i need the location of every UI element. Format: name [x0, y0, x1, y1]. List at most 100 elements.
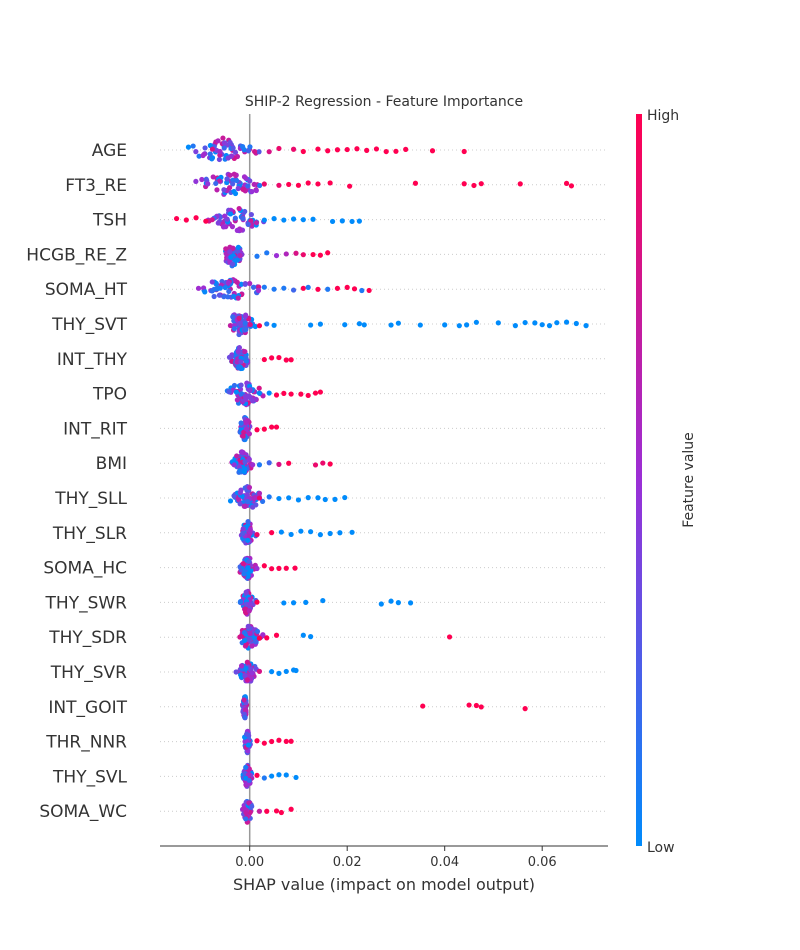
data-point [242, 469, 247, 474]
colorbar-low-label: Low [647, 840, 675, 856]
data-point [222, 141, 227, 146]
data-point [257, 391, 262, 396]
data-point [325, 250, 330, 255]
data-point [276, 462, 281, 467]
data-point [247, 178, 252, 183]
data-point [224, 176, 229, 181]
data-point [234, 178, 239, 183]
data-point [222, 214, 227, 219]
data-point [293, 775, 298, 780]
data-point [237, 345, 242, 350]
data-point [209, 156, 214, 161]
data-point [464, 322, 469, 327]
data-point [262, 217, 267, 222]
data-point [279, 529, 284, 534]
data-point [264, 635, 269, 640]
feature-label: SOMA_HC [43, 559, 127, 579]
data-point [342, 495, 347, 500]
data-point [235, 228, 240, 233]
x-axis-label: SHAP value (impact on model output) [233, 875, 535, 894]
data-point [193, 149, 198, 154]
data-point [254, 566, 259, 571]
data-point [281, 600, 286, 605]
data-point [249, 643, 254, 648]
data-point [199, 177, 204, 182]
data-point [193, 179, 198, 184]
data-point [230, 314, 235, 319]
data-point [228, 498, 233, 503]
data-point [583, 323, 588, 328]
data-point [210, 288, 215, 293]
data-point [223, 285, 228, 290]
data-point [249, 212, 254, 217]
data-points [174, 135, 589, 824]
data-point [291, 216, 296, 221]
feature-label: THR_NNR [45, 733, 127, 753]
data-point [418, 322, 423, 327]
data-point [298, 392, 303, 397]
data-point [227, 185, 232, 190]
data-point [186, 145, 191, 150]
data-point [301, 286, 306, 291]
data-point [241, 526, 246, 531]
data-point [269, 530, 274, 535]
data-point [247, 778, 252, 783]
data-point [242, 349, 247, 354]
data-point [222, 145, 227, 150]
data-point [569, 183, 574, 188]
data-point [335, 286, 340, 291]
data-point [274, 424, 279, 429]
data-point [315, 181, 320, 186]
data-point [564, 181, 569, 186]
data-point [217, 293, 222, 298]
data-point [215, 138, 220, 143]
feature-label: SOMA_WC [39, 802, 127, 822]
data-point [532, 320, 537, 325]
data-point [367, 288, 372, 293]
data-point [257, 323, 262, 328]
data-point [554, 320, 559, 325]
data-point [254, 738, 259, 743]
feature-label: BMI [96, 454, 127, 474]
data-point [318, 532, 323, 537]
data-point [262, 741, 267, 746]
data-point [243, 397, 248, 402]
data-point [298, 529, 303, 534]
data-point [238, 672, 243, 677]
data-point [496, 320, 501, 325]
data-point [217, 157, 222, 162]
data-point [210, 279, 215, 284]
data-point [474, 703, 479, 708]
feature-label: THY_SLL [54, 489, 127, 509]
data-point [267, 390, 272, 395]
data-point [236, 186, 241, 191]
data-point [245, 677, 250, 682]
data-point [325, 148, 330, 153]
data-point [254, 220, 259, 225]
feature-label: HCGB_RE_Z [26, 245, 127, 265]
feature-label: INT_GOIT [48, 698, 127, 718]
data-point [271, 323, 276, 328]
data-point [284, 772, 289, 777]
data-point [332, 497, 337, 502]
data-point [230, 262, 235, 267]
data-point [262, 775, 267, 780]
data-point [342, 322, 347, 327]
data-point [184, 217, 189, 222]
data-point [254, 532, 259, 537]
data-point [227, 249, 232, 254]
data-point [303, 600, 308, 605]
data-point [479, 181, 484, 186]
data-point [239, 420, 244, 425]
data-point [323, 497, 328, 502]
data-point [384, 149, 389, 154]
data-point [364, 148, 369, 153]
data-point [237, 316, 242, 321]
data-point [281, 286, 286, 291]
data-point [284, 566, 289, 571]
data-point [226, 155, 231, 160]
data-point [247, 144, 252, 149]
data-point [359, 288, 364, 293]
data-point [269, 566, 274, 571]
data-point [471, 183, 476, 188]
